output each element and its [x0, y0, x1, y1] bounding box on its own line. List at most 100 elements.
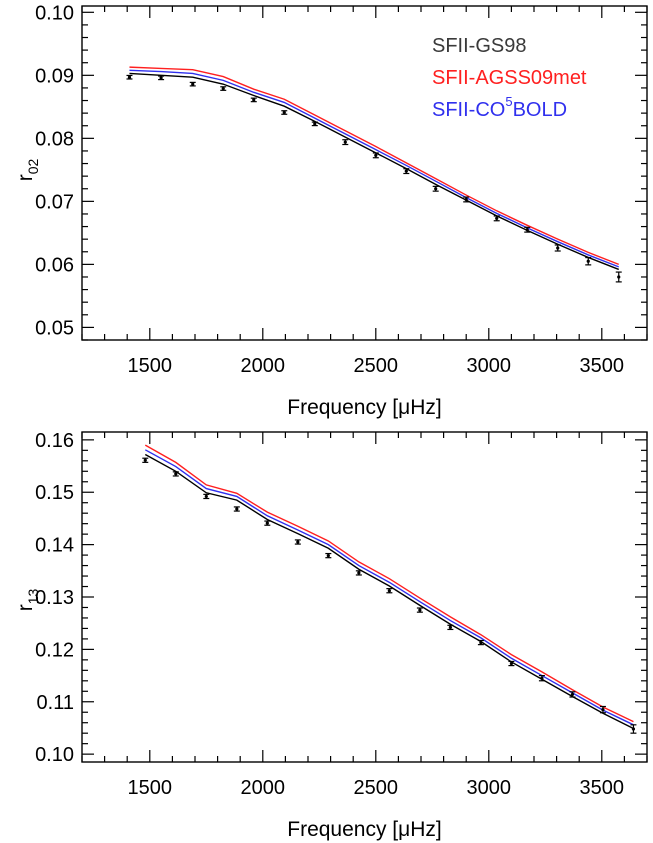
observation-point: [355, 570, 362, 576]
observation-point: [477, 639, 484, 646]
legend-entry-superscript: 5: [505, 94, 512, 109]
observation-point: [599, 705, 606, 714]
data-point: [556, 246, 560, 250]
observation-point: [386, 588, 393, 594]
data-point: [404, 169, 408, 173]
observation-point: [233, 506, 240, 512]
data-point: [601, 708, 605, 712]
observation-point: [508, 660, 515, 667]
legend-entry-text: SFII-CO: [432, 99, 505, 121]
x-tick-label: 2500: [354, 777, 399, 799]
x-tick-label: 3000: [467, 777, 512, 799]
y-tick-label: 0.10: [35, 744, 74, 766]
observation-point: [403, 168, 410, 175]
data-point: [570, 692, 575, 697]
observation-point: [569, 691, 576, 698]
observation-point: [281, 110, 288, 115]
y-tick-label: 0.12: [35, 639, 74, 661]
data-point: [434, 187, 438, 191]
x-tick-label: 3000: [467, 355, 512, 377]
y-tick-label: 0.15: [35, 482, 74, 504]
y-tick-label: 0.11: [37, 692, 74, 714]
chart-panel-r13: 1500 2000 2500 3000 3500 0.10 0.11 0.12 0.13 0.14…: [14, 430, 648, 841]
legend-entry-1: SFII-AGSS09met: [432, 67, 587, 89]
data-point: [509, 661, 513, 666]
x-tick-label: 2000: [241, 355, 286, 377]
x-tick-label: 3500: [580, 355, 625, 377]
observation-point: [126, 74, 133, 80]
data-point: [174, 472, 178, 476]
data-point: [374, 153, 378, 157]
data-point: [448, 625, 452, 629]
observation-point: [432, 185, 439, 192]
y-tick-label: 0.09: [35, 65, 74, 87]
observation-point: [294, 539, 301, 545]
data-point: [265, 521, 269, 525]
data-point: [326, 554, 330, 558]
legend-entry-text: SFII-AGSS09met: [432, 67, 587, 89]
data-point: [343, 140, 347, 144]
x-axis-title: Frequency [μHz]: [287, 818, 442, 841]
y-tick-label: 0.14: [35, 535, 74, 557]
data-point: [418, 608, 422, 612]
data-point: [204, 494, 208, 499]
data-point: [617, 275, 621, 279]
y-axis-title: r13: [14, 589, 41, 612]
data-point: [282, 110, 286, 115]
series-line-0: [129, 66, 620, 266]
data-point: [143, 458, 147, 462]
observation-point: [524, 226, 531, 233]
observation-point: [311, 121, 318, 127]
data-point: [221, 86, 225, 91]
observation-point: [203, 493, 210, 500]
series-line-0: [144, 444, 634, 723]
y-axis-title-main: r: [14, 604, 37, 611]
legend-entry-text: SFII-GS98: [432, 35, 526, 57]
observation-point: [342, 139, 349, 146]
data-point: [540, 676, 544, 680]
observation-point: [142, 457, 149, 463]
x-tick-label: 2000: [241, 777, 286, 799]
y-tick-label: 0.16: [35, 430, 74, 452]
x-tick-label: 1500: [128, 355, 173, 377]
data-point: [159, 76, 163, 80]
observation-point: [372, 152, 379, 159]
data-point: [495, 216, 499, 220]
observation-point: [158, 75, 165, 81]
data-point: [479, 640, 483, 645]
observation-point: [172, 471, 179, 477]
data-point: [357, 571, 361, 575]
y-axis-title-subscript: 13: [25, 589, 41, 605]
observation-point: [585, 256, 592, 266]
series-line-1: [144, 449, 634, 726]
data-point: [313, 122, 317, 126]
observation-point: [325, 552, 332, 559]
y-tick-label: 0.06: [35, 254, 74, 276]
observation-point: [463, 196, 470, 203]
legend-entry-0: SFII-GS98: [432, 35, 526, 57]
data-point: [252, 98, 256, 102]
y-tick-label: 0.08: [35, 128, 74, 150]
series-line-1: [129, 69, 620, 268]
x-tick-label: 1500: [128, 777, 173, 799]
data-point: [387, 589, 391, 593]
data-point: [191, 82, 195, 86]
data-point: [464, 197, 468, 202]
observation-point: [416, 607, 423, 613]
data-point: [525, 228, 529, 232]
x-tick-label: 3500: [580, 777, 625, 799]
observation-point: [538, 674, 545, 682]
x-tick-label: 2500: [354, 355, 399, 377]
series-line-2: [144, 453, 634, 730]
observation-point: [447, 624, 454, 631]
observation-point: [220, 86, 227, 91]
legend-entry-text-after: BOLD: [513, 99, 567, 121]
y-tick-label: 0.05: [35, 317, 74, 339]
observation-point: [630, 724, 637, 734]
data-point: [235, 507, 239, 511]
observation-point: [264, 520, 271, 526]
data-point: [296, 540, 300, 544]
legend: SFII-GS98 SFII-AGSS09met SFII-CO5BOLD: [432, 35, 587, 121]
observation-point: [189, 81, 196, 87]
